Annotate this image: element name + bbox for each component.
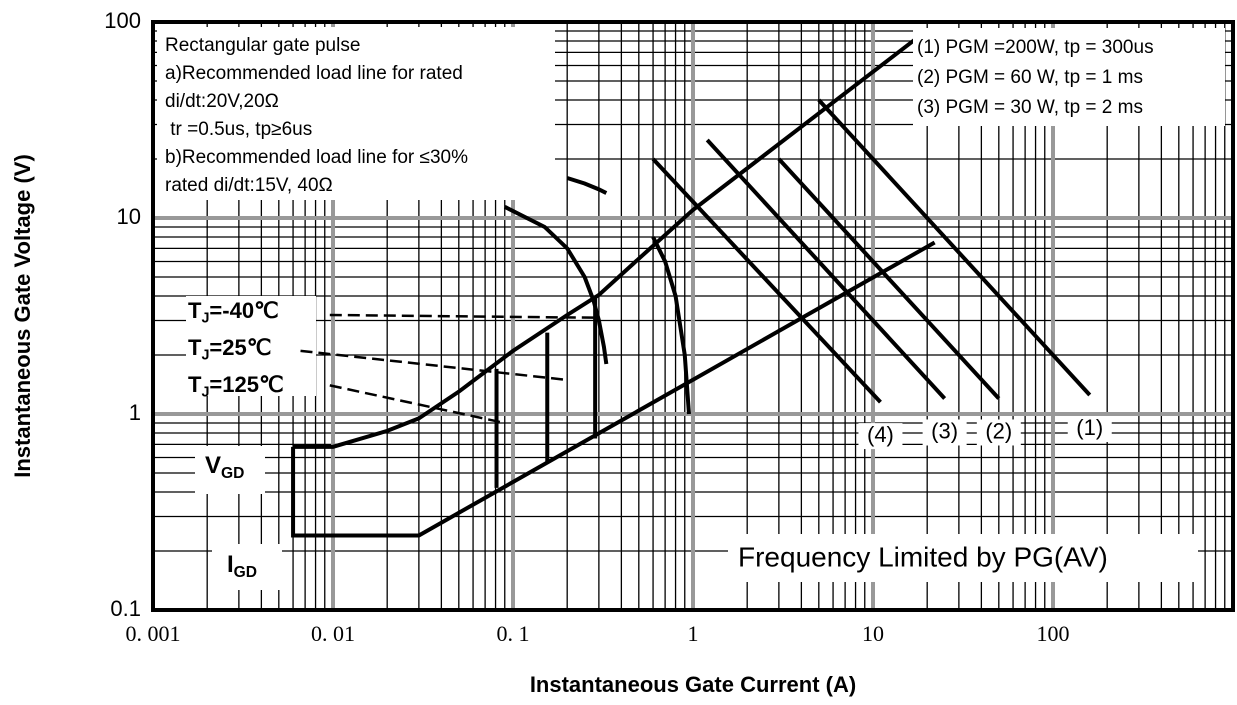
note: Rectangular gate pulse (165, 35, 360, 56)
text-box (195, 446, 265, 494)
label: TJ=125℃ (188, 372, 284, 401)
x-tick-label: 10 (862, 621, 884, 646)
label-part: =-40℃ (209, 298, 278, 323)
x-tick-label: 1 (688, 621, 699, 646)
note: tr =0.5us, tp≥6us (165, 119, 312, 140)
x-tick-label: 0. 1 (497, 621, 530, 646)
text-box (157, 60, 555, 200)
x-axis-label: Instantaneous Gate Current (A) (530, 672, 856, 697)
pointer-line (300, 349, 564, 381)
curve (651, 236, 691, 415)
label-part: V (205, 452, 221, 479)
x-tick-label: 0. 001 (126, 621, 181, 646)
series-label: (2) (985, 418, 1012, 443)
curve (777, 157, 1001, 400)
x-tick-label: 0. 01 (311, 621, 355, 646)
label: TJ=-40℃ (188, 298, 279, 327)
note: di/dt:20V,20Ω (165, 91, 279, 112)
subscript: J (201, 384, 209, 400)
label: TJ=25℃ (188, 335, 271, 364)
note: (1) PGM =200W, tp = 300us (917, 37, 1154, 58)
plot-border (151, 20, 1235, 612)
series-label: (3) (931, 418, 958, 443)
curve (705, 138, 947, 400)
subscript: J (201, 347, 209, 363)
text-box (212, 544, 282, 590)
label-box (858, 423, 903, 450)
label-part: =25℃ (209, 335, 271, 360)
marks (291, 38, 1092, 538)
series-label: (1) (1076, 415, 1103, 440)
text-box (186, 296, 316, 396)
text-box (913, 28, 1225, 126)
subscript: GD (221, 465, 244, 482)
y-tick-label: 10 (117, 204, 141, 229)
label-box (1067, 416, 1112, 443)
note: (2) PGM = 60 W, tp = 1 ms (917, 67, 1143, 88)
label-box (922, 419, 967, 446)
overlay: (4) (3) (2) (1) Rectangular gate pulse a)Reco… (157, 27, 1225, 590)
note: rated di/dt:15V, 40Ω (165, 175, 333, 196)
note: b)Recommended load line for ≤30% (165, 147, 468, 168)
pointer-line (329, 313, 596, 319)
x-tick-label: 100 (1037, 621, 1070, 646)
y-tick-label: 0.1 (110, 596, 141, 621)
label: VGD (205, 452, 244, 482)
y-tick-label: 100 (104, 8, 141, 33)
note: (3) PGM = 30 W, tp = 2 ms (917, 97, 1143, 118)
curve (291, 240, 936, 538)
label-box (976, 419, 1021, 446)
curve (566, 176, 608, 195)
label-part: T (188, 372, 202, 397)
label-part: T (188, 298, 202, 323)
text-box (728, 534, 1198, 582)
y-tick-label: 1 (129, 400, 141, 425)
curve (651, 157, 882, 404)
series-label: (4) (867, 422, 894, 447)
label-part: =125℃ (209, 372, 283, 397)
frequency-note: Frequency Limited by PG(AV) (738, 541, 1108, 572)
note: a)Recommended load line for rated (165, 63, 463, 84)
pointer-line (329, 384, 501, 424)
label: IGD (227, 551, 257, 581)
label-part: T (188, 335, 202, 360)
subscript: J (201, 310, 209, 326)
curve (503, 205, 609, 365)
label-part: I (227, 551, 234, 578)
y-axis-label: Instantaneous Gate Voltage (V) (10, 154, 35, 478)
curve (817, 98, 1092, 397)
subscript: GD (234, 564, 257, 581)
